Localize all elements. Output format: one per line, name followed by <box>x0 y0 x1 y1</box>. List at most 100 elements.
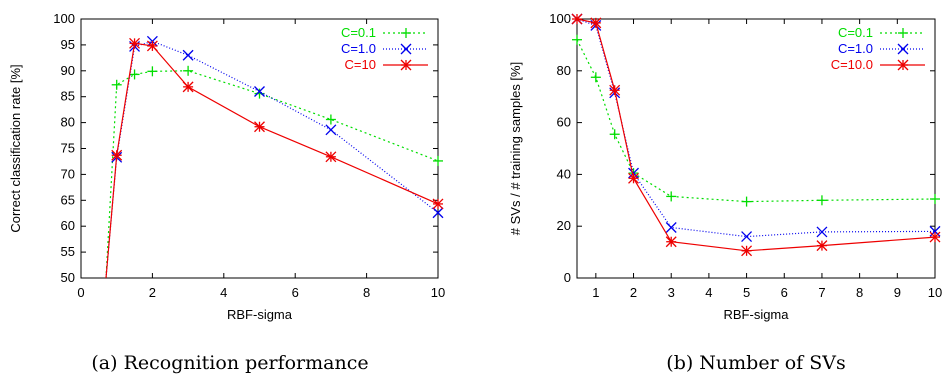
series-line-C=0.1 <box>577 39 935 203</box>
data-point-C=1.0 <box>929 225 941 237</box>
legend-marker-C=0.1 <box>898 28 908 38</box>
x-tick-label: 8 <box>856 285 863 300</box>
data-point-C=0.1 <box>325 114 336 125</box>
data-point-C=10 <box>432 198 444 210</box>
plot-frame <box>576 18 936 279</box>
data-point-C=10.0 <box>741 245 753 257</box>
legend-marker-C=0.1 <box>401 28 411 38</box>
data-point-C=0.1 <box>590 72 601 83</box>
y-tick-label: 60 <box>557 115 571 130</box>
y-tick-label: 85 <box>61 89 75 104</box>
series-line-C=10 <box>105 42 438 278</box>
data-point-C=0.1 <box>930 194 940 205</box>
data-point-C=10.0 <box>816 240 828 252</box>
data-point-C=1.0 <box>325 124 337 136</box>
x-tick-label: 6 <box>781 285 788 300</box>
legend-label-C=10.0: C=10.0 <box>831 57 873 72</box>
legend-marker-C=1.0 <box>400 43 412 55</box>
x-tick-label: 7 <box>818 285 825 300</box>
data-point-C=0.1 <box>572 34 582 45</box>
legend-label-C=0.1: C=0.1 <box>341 25 376 40</box>
x-tick-label: 2 <box>630 285 637 300</box>
x-tick-label: 10 <box>431 285 445 300</box>
x-tick-label: 4 <box>705 285 712 300</box>
legend-label-C=1.0: C=1.0 <box>838 41 873 56</box>
x-axis-label: RBF-sigma <box>227 307 293 322</box>
plot-frame <box>80 18 439 279</box>
y-tick-label: 55 <box>61 244 75 259</box>
x-tick-label: 8 <box>363 285 370 300</box>
x-tick-label: 3 <box>668 285 675 300</box>
data-point-C=1.0 <box>741 231 753 243</box>
y-axis-label: # SVs / # training samples [%] <box>508 62 523 235</box>
data-point-C=10 <box>254 121 265 133</box>
data-point-C=0.1 <box>609 129 620 140</box>
chart-recognition-performance: 50 55 60 65 70 75 80 85 90 95 100 0 2 4 6 8 10 RBF-sigma C… <box>8 11 445 374</box>
data-point-C=10.0 <box>665 236 677 248</box>
x-tick-label: 10 <box>928 285 942 300</box>
data-point-C=10 <box>325 151 337 163</box>
data-point-C=1.0 <box>816 226 828 238</box>
data-point-C=0.1 <box>183 65 194 76</box>
data-point-C=10 <box>146 40 158 52</box>
legend-marker-C=1.0 <box>897 43 909 55</box>
data-point-C=1.0 <box>182 49 194 61</box>
y-tick-label: 75 <box>61 141 75 156</box>
data-point-C=0.1 <box>433 155 443 166</box>
x-axis-label: RBF-sigma <box>723 307 789 322</box>
y-tick-label: 20 <box>557 218 571 233</box>
data-point-C=0.1 <box>111 79 122 90</box>
x-tick-label: 0 <box>77 285 84 300</box>
data-point-C=10.0 <box>628 172 639 184</box>
data-point-C=10.0 <box>609 84 621 96</box>
data-point-C=0.1 <box>129 69 140 80</box>
x-tick-label: 1 <box>592 285 599 300</box>
data-point-C=0.1 <box>816 195 827 206</box>
data-point-C=10.0 <box>571 13 583 25</box>
legend-label-C=0.1: C=0.1 <box>838 25 873 40</box>
data-point-C=0.1 <box>741 196 752 207</box>
data-point-C=10 <box>129 37 141 49</box>
legend-label-C=10: C=10 <box>345 57 376 72</box>
y-tick-label: 40 <box>557 166 571 181</box>
y-tick-label: 80 <box>557 63 571 78</box>
y-tick-label: 70 <box>61 166 75 181</box>
figure-caption: (a) Recognition performance <box>91 352 368 374</box>
y-tick-label: 90 <box>61 63 75 78</box>
x-tick-label: 4 <box>220 285 227 300</box>
y-tick-label: 100 <box>53 11 75 26</box>
chart-number-of-svs: 0 20 40 60 80 100 1 2 3 4 5 6 7 8 9 10 RBF-sigma # SVs / … <box>508 11 942 374</box>
data-point-C=1.0 <box>254 86 265 97</box>
series-line-C=1.0 <box>105 40 438 278</box>
data-point-C=10 <box>111 149 123 161</box>
y-tick-label: 80 <box>61 115 75 130</box>
legend-marker-C=10.0 <box>897 59 909 71</box>
y-tick-label: 95 <box>61 37 75 52</box>
series-line-C=10.0 <box>577 19 935 252</box>
data-point-C=1.0 <box>665 222 677 233</box>
data-point-C=10.0 <box>590 17 602 29</box>
legend-marker-C=10 <box>400 59 412 71</box>
data-point-C=0.1 <box>666 191 677 202</box>
y-axis-label: Correct classification rate [%] <box>8 64 23 232</box>
series-line-C=0.1 <box>105 70 438 278</box>
x-tick-label: 5 <box>743 285 750 300</box>
y-tick-label: 60 <box>61 218 75 233</box>
y-tick-label: 0 <box>564 270 571 285</box>
x-tick-label: 9 <box>894 285 901 300</box>
data-point-C=1.0 <box>432 207 444 219</box>
data-point-C=10.0 <box>929 231 941 243</box>
data-point-C=10 <box>182 81 194 93</box>
data-point-C=0.1 <box>147 66 158 77</box>
y-tick-label: 100 <box>549 11 571 26</box>
figure-caption: (b) Number of SVs <box>666 352 845 374</box>
data-point-C=1.0 <box>628 167 639 179</box>
x-tick-label: 6 <box>292 285 299 300</box>
x-tick-label: 2 <box>149 285 156 300</box>
y-tick-label: 50 <box>61 270 75 285</box>
data-point-C=0.1 <box>254 88 265 99</box>
y-tick-label: 65 <box>61 192 75 207</box>
series-line-C=1.0 <box>577 19 935 238</box>
legend-label-C=1.0: C=1.0 <box>341 41 376 56</box>
